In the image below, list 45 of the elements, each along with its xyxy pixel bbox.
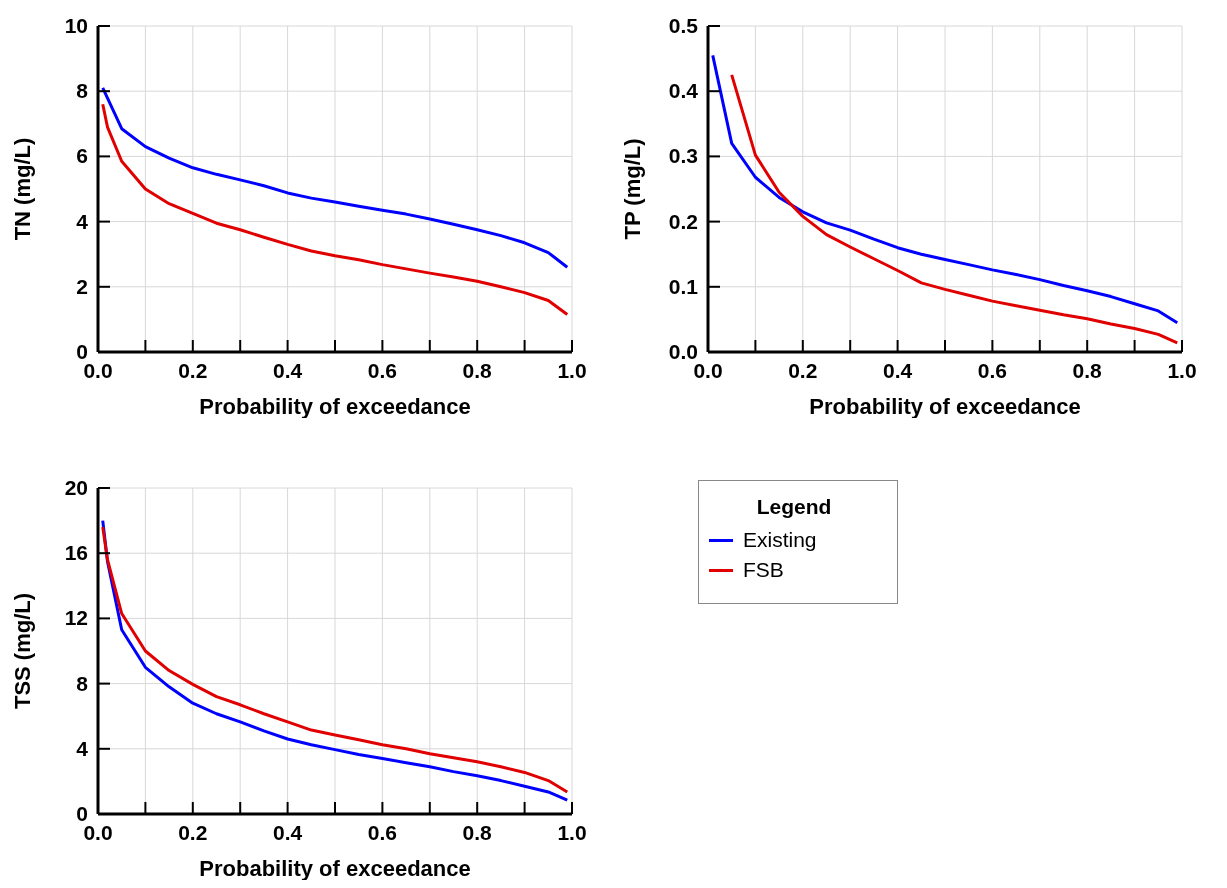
y-tick-label: 12 — [64, 606, 88, 630]
y-tick-label: 20 — [64, 476, 88, 499]
x-tick-label: 0.8 — [1072, 359, 1103, 382]
legend-label: FSB — [743, 557, 784, 583]
x-tick-label: 1.0 — [1167, 359, 1197, 382]
y-tick-label: 0.3 — [668, 144, 698, 168]
x-tick-label: 0.4 — [883, 359, 913, 382]
x-tick-label: 0.6 — [367, 821, 397, 844]
y-tick-label: 2 — [76, 274, 88, 298]
y-tick-label: 0.1 — [668, 274, 699, 298]
y-tick-label: 0.2 — [668, 209, 698, 233]
x-axis-title: Probability of exceedance — [809, 394, 1081, 419]
x-tick-label: 0.8 — [462, 821, 493, 844]
y-tick-label: 0.5 — [668, 14, 699, 37]
y-tick-label: 6 — [76, 144, 88, 168]
x-tick-label: 0.2 — [178, 821, 208, 844]
y-tick-label: 4 — [76, 209, 89, 233]
line-series — [730, 73, 1179, 345]
y-tick-label: 8 — [76, 671, 89, 695]
legend-label: Existing — [743, 527, 817, 553]
line-series — [101, 86, 569, 269]
x-tick-label: 0.6 — [367, 359, 397, 382]
y-axis-title: TSS (mg/L) — [9, 592, 35, 710]
x-axis-title: Probability of exceedance — [199, 394, 471, 419]
y-tick-label: 0 — [76, 802, 88, 825]
y-tick-label: 10 — [64, 14, 88, 37]
x-tick-label: 0.6 — [977, 359, 1007, 382]
y-tick-label: 16 — [64, 541, 88, 565]
line-series — [711, 53, 1179, 325]
x-tick-label: 0.8 — [462, 359, 493, 382]
x-tick-label: 1.0 — [557, 359, 587, 382]
line-series — [101, 102, 569, 317]
x-tick-label: 0.2 — [788, 359, 818, 382]
y-tick-label: 8 — [76, 79, 89, 103]
legend-title: Legend — [755, 495, 833, 519]
x-tick-label: 1.0 — [557, 821, 587, 844]
y-tick-label: 0 — [76, 340, 88, 363]
x-axis-title: Probability of exceedance — [199, 856, 471, 881]
y-tick-label: 0.4 — [668, 79, 699, 103]
y-axis-title: TP (mg/L) — [619, 138, 645, 240]
y-tick-label: 4 — [76, 736, 89, 760]
y-axis-title: TN (mg/L) — [9, 137, 35, 241]
x-tick-label: 0.4 — [273, 359, 303, 382]
x-tick-label: 0.2 — [178, 359, 208, 382]
x-tick-label: 0.4 — [273, 821, 303, 844]
